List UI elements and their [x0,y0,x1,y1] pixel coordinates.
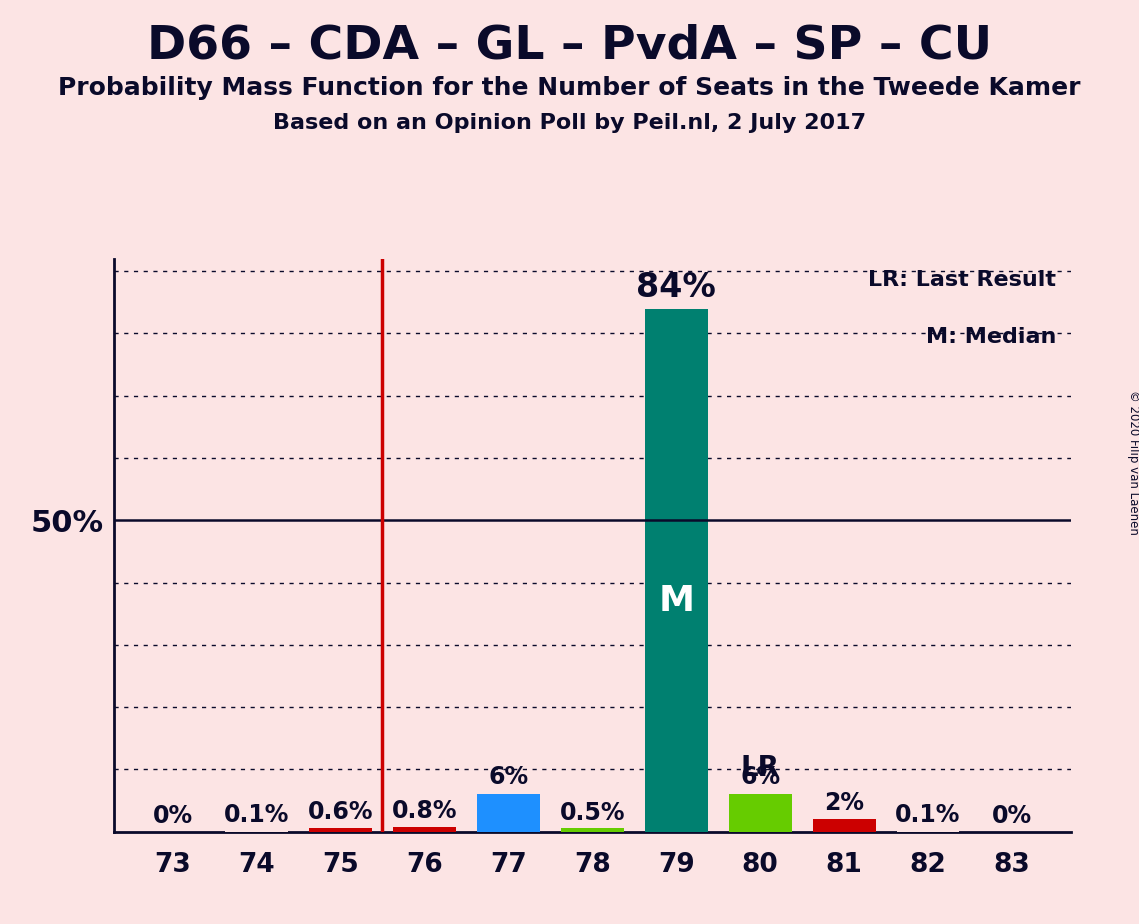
Text: Probability Mass Function for the Number of Seats in the Tweede Kamer: Probability Mass Function for the Number… [58,76,1081,100]
Bar [812,820,876,832]
Text: 0.1%: 0.1% [224,803,289,827]
Text: LR: LR [740,754,779,782]
Text: 0.1%: 0.1% [895,803,960,827]
Bar [645,309,707,832]
Bar [393,827,456,832]
Text: 2%: 2% [823,792,865,815]
Text: M: M [658,584,694,618]
Bar [477,795,540,832]
Text: D66 – CDA – GL – PvdA – SP – CU: D66 – CDA – GL – PvdA – SP – CU [147,23,992,68]
Text: 0%: 0% [153,804,192,828]
Text: 0.5%: 0.5% [559,801,625,825]
Bar [309,828,372,832]
Text: 0.8%: 0.8% [392,799,457,823]
Bar [729,795,792,832]
Text: LR: Last Result: LR: Last Result [868,270,1056,290]
Text: 6%: 6% [489,765,528,789]
Text: 84%: 84% [637,271,716,304]
Text: 0%: 0% [992,804,1032,828]
Text: Based on an Opinion Poll by Peil.nl, 2 July 2017: Based on an Opinion Poll by Peil.nl, 2 J… [273,113,866,133]
Text: 6%: 6% [740,765,780,789]
Text: 0.6%: 0.6% [308,800,374,824]
Text: © 2020 Filip van Laenen: © 2020 Filip van Laenen [1126,390,1139,534]
Bar [560,829,624,832]
Text: M: Median: M: Median [926,327,1056,347]
